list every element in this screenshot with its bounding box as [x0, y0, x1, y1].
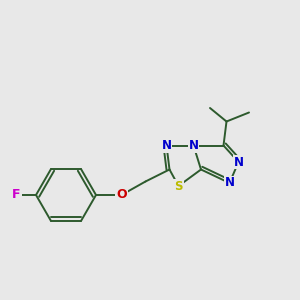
- Text: S: S: [174, 179, 183, 193]
- Text: N: N: [233, 155, 244, 169]
- Text: N: N: [224, 176, 235, 190]
- Text: F: F: [12, 188, 21, 202]
- Text: N: N: [161, 139, 172, 152]
- Text: N: N: [188, 139, 199, 152]
- Text: O: O: [116, 188, 127, 202]
